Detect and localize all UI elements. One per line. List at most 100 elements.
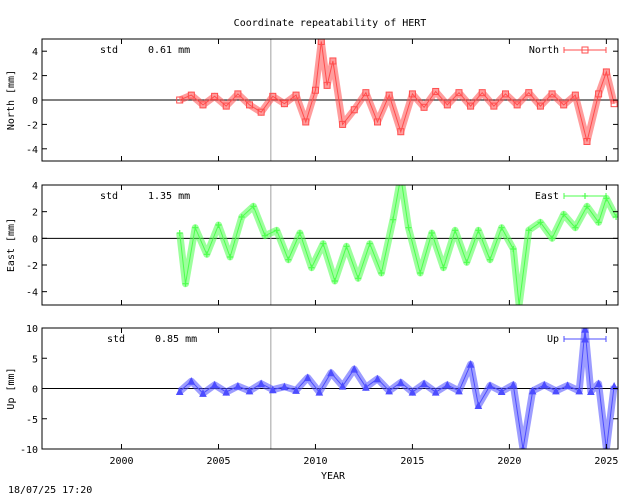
data-point [443, 101, 451, 109]
x-axis-label: YEAR [321, 471, 346, 482]
data-point [595, 219, 602, 226]
data-point [560, 101, 568, 109]
data-point [595, 90, 603, 98]
data-point [199, 389, 207, 397]
data-point [385, 91, 393, 99]
data-point [378, 270, 385, 276]
data-point [552, 386, 560, 395]
std-label: std [100, 45, 118, 56]
data-point [549, 235, 556, 242]
data-point [582, 193, 588, 199]
data-point [396, 378, 405, 386]
data-point [175, 387, 184, 396]
data-point [234, 90, 242, 98]
data-point [540, 380, 549, 389]
data-point [262, 232, 269, 239]
legend-label: North [529, 45, 559, 56]
data-point [311, 86, 319, 94]
data-point [390, 216, 397, 223]
data-point [509, 380, 518, 389]
data-point [548, 90, 556, 98]
legend-label: East [535, 191, 559, 202]
data-point [408, 90, 416, 98]
data-point [455, 386, 463, 395]
data-point [273, 227, 280, 234]
data-point [257, 108, 265, 116]
data-point [581, 334, 589, 343]
data-point [583, 137, 591, 145]
data-point [257, 379, 265, 388]
data-point [428, 230, 435, 236]
data-point [405, 224, 412, 231]
data-point [303, 373, 312, 382]
data-point [203, 251, 210, 258]
data-point [571, 91, 579, 99]
y-axis-label: North [mm] [6, 70, 17, 130]
data-point [385, 386, 393, 395]
data-point [362, 383, 370, 391]
data-point [192, 224, 199, 231]
data-point [296, 230, 303, 236]
data-point [374, 118, 382, 126]
data-series-north [176, 39, 618, 145]
y-tick-label: -2 [26, 120, 38, 131]
data-point [343, 243, 350, 250]
data-point [581, 46, 589, 54]
data-point [199, 101, 207, 109]
y-tick-label: 5 [32, 354, 38, 365]
data-point [362, 89, 370, 97]
data-point [317, 39, 325, 45]
data-point [475, 227, 482, 234]
data-point [215, 222, 222, 228]
std-value: 1.35 mm [148, 191, 190, 202]
x-tick-label: 2025 [594, 456, 618, 467]
data-point [497, 387, 506, 396]
data-point [466, 360, 475, 368]
data-point [440, 264, 447, 271]
panel-north: -4 -2 0 2 4 North [mm] std 0.61 mm North [6, 38, 619, 162]
data-point [292, 386, 300, 394]
data-point [315, 388, 324, 396]
data-point [222, 102, 230, 110]
data-point [338, 381, 347, 390]
data-point [210, 380, 219, 389]
data-point [187, 377, 196, 385]
y-tick-label: 4 [32, 47, 38, 58]
data-point [502, 90, 510, 98]
y-axis-label: East [mm] [6, 218, 17, 272]
data-point [245, 386, 254, 395]
data-point [398, 174, 404, 180]
timestamp: 18/07/25 17:20 [8, 485, 92, 496]
legend-sample [563, 334, 607, 343]
data-point [510, 246, 517, 252]
data-point [490, 102, 498, 110]
y-tick-label: -5 [26, 415, 38, 426]
data-point [431, 388, 440, 396]
y-tick-label: -4 [26, 288, 38, 299]
data-point [474, 401, 483, 409]
data-point [280, 382, 289, 391]
data-point [572, 224, 579, 231]
data-point [292, 91, 300, 99]
data-point [176, 96, 184, 104]
chart-panels: -4 -2 0 2 4 North [mm] std 0.61 mm North -4 -2 0 2 4 E… [6, 38, 619, 456]
series-line [179, 41, 615, 142]
data-point [513, 101, 521, 109]
data-point [525, 227, 532, 234]
data-point [528, 386, 537, 395]
data-point [397, 128, 405, 136]
data-point [373, 374, 382, 383]
std-label: std [107, 334, 125, 345]
data-point [587, 387, 595, 396]
data-point [443, 380, 452, 389]
data-point [238, 214, 245, 220]
data-point [575, 386, 584, 395]
data-point [520, 444, 526, 449]
data-point [408, 388, 417, 396]
data-point [498, 224, 505, 231]
y-tick-label: -10 [20, 445, 38, 456]
y-tick-label: 2 [32, 72, 38, 83]
data-point [583, 203, 590, 210]
y-tick-label: 10 [26, 324, 38, 335]
